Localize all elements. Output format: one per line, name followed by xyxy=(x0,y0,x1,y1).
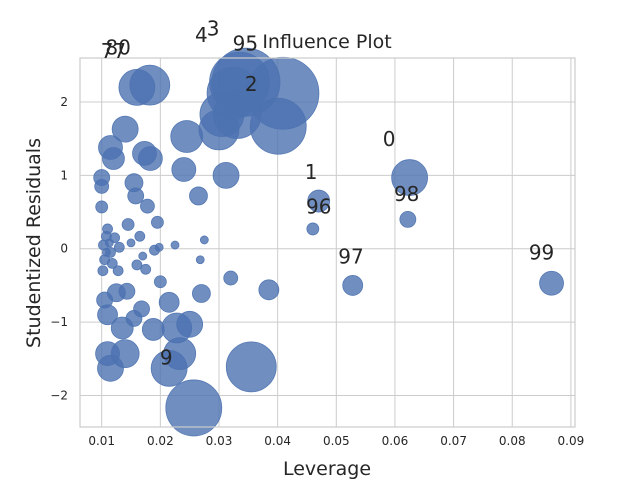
point-label: 80 xyxy=(105,35,130,59)
data-point xyxy=(306,222,320,236)
data-point xyxy=(141,318,165,341)
data-point xyxy=(199,235,209,245)
data-point xyxy=(138,251,148,261)
point-label: 9 xyxy=(160,346,173,370)
y-tick-labels: −2 −1 0 1 2 xyxy=(50,95,68,402)
data-point xyxy=(195,255,205,265)
data-point xyxy=(258,279,280,301)
point-label: 0 xyxy=(383,127,396,151)
x-tick-label: 0.05 xyxy=(323,434,350,448)
data-point xyxy=(158,291,180,313)
data-point xyxy=(127,187,145,205)
data-point xyxy=(153,275,167,289)
data-point xyxy=(198,109,240,151)
data-point xyxy=(342,275,364,296)
x-tick-label: 0.08 xyxy=(499,434,526,448)
point-label: 77 xyxy=(101,39,126,63)
plot-frame xyxy=(79,57,576,428)
data-point xyxy=(192,284,211,303)
point-label: 2 xyxy=(245,72,258,96)
y-tick-label: 2 xyxy=(60,95,68,109)
y-tick-label: −2 xyxy=(50,388,68,402)
y-tick-label: 0 xyxy=(60,242,68,256)
data-point xyxy=(112,265,124,277)
data-point xyxy=(104,238,114,248)
x-tick-label: 0.07 xyxy=(440,434,467,448)
data-point xyxy=(97,265,109,277)
x-tick-label: 0.03 xyxy=(206,434,233,448)
data-point xyxy=(95,341,120,367)
data-point xyxy=(106,258,118,269)
data-point xyxy=(134,230,146,242)
data-point xyxy=(539,270,564,296)
data-point xyxy=(170,120,204,153)
data-point xyxy=(94,178,110,194)
data-point xyxy=(399,210,417,228)
chart-title: Influence Plot xyxy=(262,31,391,53)
x-tick-labels: 0.01 0.02 0.03 0.04 0.05 0.06 0.07 0.08 0.09 xyxy=(88,434,584,448)
data-point xyxy=(154,242,164,252)
x-tick-label: 0.01 xyxy=(88,434,115,448)
data-point xyxy=(223,270,239,286)
point-label: 3 xyxy=(207,16,220,40)
point-label: 4 xyxy=(195,23,208,47)
data-point xyxy=(307,189,331,213)
point-label: 99 xyxy=(529,241,554,265)
x-tick-label: 0.09 xyxy=(558,434,585,448)
data-point xyxy=(170,240,180,250)
point-label: 97 xyxy=(338,244,363,268)
point-label: 96 xyxy=(306,195,331,219)
data-point xyxy=(111,115,139,143)
data-point xyxy=(151,215,164,229)
data-point xyxy=(189,186,208,206)
data-point xyxy=(102,147,125,170)
data-point xyxy=(96,291,114,309)
data-point xyxy=(121,218,135,231)
data-point xyxy=(171,157,197,182)
data-point xyxy=(225,341,277,393)
x-axis-label: Leverage xyxy=(283,458,371,480)
x-tick-label: 0.02 xyxy=(147,434,174,448)
data-point xyxy=(212,161,240,189)
data-point xyxy=(140,263,152,275)
data-point xyxy=(165,379,223,437)
point-label: 98 xyxy=(394,182,419,206)
data-point xyxy=(113,241,125,253)
y-tick-label: −1 xyxy=(50,315,68,329)
data-point xyxy=(391,159,429,196)
data-point xyxy=(176,310,204,338)
data-point xyxy=(118,282,136,300)
data-point xyxy=(131,259,143,271)
data-point xyxy=(95,200,109,214)
data-point xyxy=(118,68,156,106)
data-point xyxy=(133,300,150,318)
y-axis-label: Studentized Residuals xyxy=(23,138,45,348)
data-point xyxy=(140,198,155,214)
y-tick-label: 1 xyxy=(60,168,68,182)
data-points xyxy=(93,47,564,437)
data-point xyxy=(101,248,111,257)
point-label: 1 xyxy=(305,160,318,184)
data-point xyxy=(137,146,163,171)
x-tick-label: 0.06 xyxy=(382,434,409,448)
x-tick-label: 0.04 xyxy=(264,434,291,448)
point-label: 95 xyxy=(233,32,258,56)
data-point xyxy=(126,238,136,248)
